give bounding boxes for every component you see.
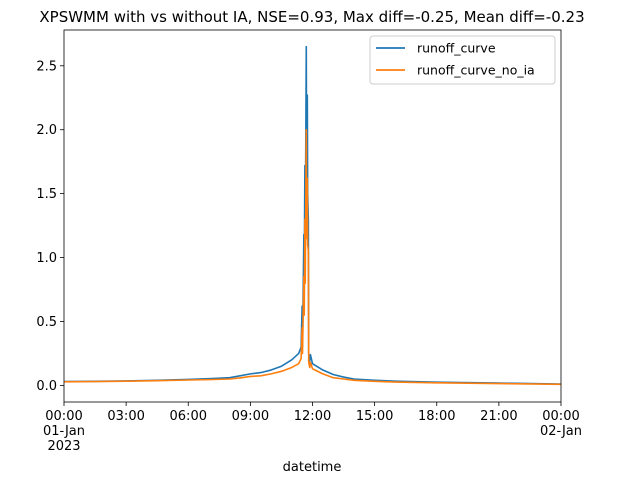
y-tick-label: 0.5 bbox=[36, 315, 57, 330]
series-line-runoff_curve bbox=[63, 45, 562, 385]
x-tick-label: 00:00 bbox=[542, 409, 579, 424]
plot-lines bbox=[63, 45, 562, 386]
y-tick-label: 1.5 bbox=[36, 187, 57, 202]
legend-box bbox=[369, 35, 556, 85]
x-axis-label: datetime bbox=[283, 460, 342, 475]
x-tick-label: 01-Jan bbox=[43, 424, 85, 439]
legend: runoff_curve runoff_curve_no_ia bbox=[369, 35, 556, 85]
legend-items: runoff_curve runoff_curve_no_ia bbox=[376, 41, 535, 78]
y-tick-label: 2.0 bbox=[36, 123, 57, 138]
x-tick-label: 02-Jan bbox=[540, 424, 582, 439]
legend-label-runoff_curve_no_ia: runoff_curve_no_ia bbox=[417, 63, 535, 78]
chart-title: XPSWMM with vs without IA, NSE=0.93, Max… bbox=[39, 8, 584, 26]
legend-label-runoff_curve: runoff_curve bbox=[417, 41, 496, 56]
y-axis: 0.0 0.5 1.0 1.5 2.0 2.5 bbox=[36, 59, 64, 394]
y-tick-label: 0.0 bbox=[36, 379, 57, 394]
x-tick-label: 12:00 bbox=[294, 409, 331, 424]
y-tick-label: 1.0 bbox=[36, 251, 57, 266]
x-tick-label: 18:00 bbox=[418, 409, 455, 424]
series-line-runoff_curve_no_ia bbox=[63, 128, 562, 386]
x-tick-label: 06:00 bbox=[170, 409, 207, 424]
plot-frame bbox=[63, 29, 562, 403]
x-tick-label: 15:00 bbox=[356, 409, 393, 424]
x-tick-label: 09:00 bbox=[232, 409, 269, 424]
x-tick-label: 2023 bbox=[47, 439, 80, 454]
y-tick-label: 2.5 bbox=[36, 59, 57, 74]
x-tick-label: 21:00 bbox=[480, 409, 517, 424]
x-tick-label: 00:00 bbox=[45, 409, 82, 424]
x-tick-label: 03:00 bbox=[107, 409, 144, 424]
